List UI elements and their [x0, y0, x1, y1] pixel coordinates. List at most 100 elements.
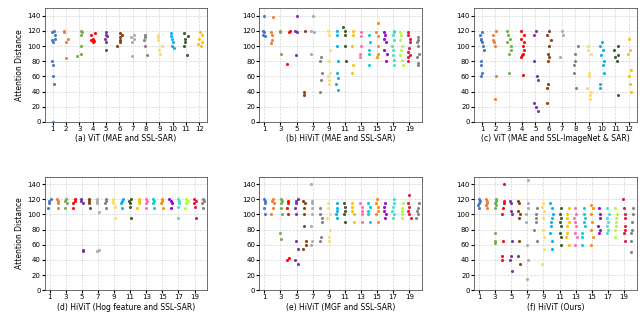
Point [506, 200, 516, 206]
Point [571, 223, 581, 228]
Point [110, 215, 120, 221]
Point [323, 215, 333, 221]
Point [397, 208, 407, 213]
Point [347, 204, 357, 210]
Point [300, 200, 310, 206]
Point [501, 28, 511, 33]
Point [598, 62, 608, 68]
Point [260, 34, 270, 39]
Point [141, 200, 151, 206]
Point [308, 30, 319, 35]
Point [182, 34, 193, 39]
Point [276, 212, 287, 217]
Point [519, 40, 529, 45]
Point [397, 212, 408, 217]
Point [403, 208, 413, 213]
Point [323, 74, 333, 79]
Point [168, 46, 179, 51]
Point [86, 37, 96, 43]
Point [357, 208, 367, 213]
Point [504, 70, 514, 75]
Point [127, 40, 138, 45]
Point [541, 100, 552, 106]
Point [365, 219, 376, 225]
Point [531, 104, 541, 110]
Point [628, 206, 639, 211]
Point [502, 40, 513, 45]
Point [546, 219, 556, 225]
Point [324, 47, 335, 52]
Point [166, 34, 176, 39]
Point [290, 206, 300, 211]
Point [324, 212, 335, 217]
Point [611, 219, 621, 225]
Point [372, 55, 382, 60]
Point [380, 208, 390, 213]
Point [379, 204, 389, 210]
Point [490, 231, 500, 236]
Point [543, 55, 554, 60]
Point [140, 37, 150, 43]
Point [538, 200, 548, 206]
Point [148, 200, 159, 206]
Point [397, 215, 408, 221]
Point [586, 202, 596, 207]
Point [365, 204, 376, 210]
Point [543, 59, 554, 64]
Point [112, 44, 122, 49]
Point [597, 40, 607, 45]
Point [373, 204, 383, 210]
Point [564, 242, 574, 247]
Point [584, 74, 594, 79]
Point [564, 219, 574, 225]
Point [340, 28, 350, 33]
Point [154, 47, 164, 52]
Point [285, 28, 295, 33]
Point [141, 198, 152, 203]
Y-axis label: Attention Distance: Attention Distance [15, 29, 24, 101]
Point [84, 198, 94, 203]
Point [315, 59, 325, 64]
Point [595, 227, 605, 232]
Point [306, 51, 316, 56]
Point [388, 52, 399, 58]
Point [275, 231, 285, 236]
Point [516, 55, 527, 60]
Point [389, 212, 399, 217]
X-axis label: (e) HiViT (MGF and SSL-SAR): (e) HiViT (MGF and SSL-SAR) [286, 302, 396, 312]
Point [558, 32, 568, 37]
Point [403, 55, 413, 60]
Point [412, 37, 422, 43]
Point [298, 198, 308, 203]
Point [482, 200, 492, 206]
Point [61, 197, 71, 202]
Point [166, 198, 176, 203]
Point [356, 44, 366, 49]
Point [101, 47, 111, 52]
Point [532, 206, 542, 211]
Point [355, 51, 365, 56]
Point [52, 200, 63, 206]
Point [490, 200, 500, 206]
Point [43, 206, 53, 211]
Point [413, 51, 424, 56]
Point [625, 238, 636, 244]
Point [513, 198, 523, 203]
Point [100, 200, 110, 206]
Point [268, 206, 278, 211]
Point [603, 227, 613, 232]
Point [307, 200, 317, 206]
Point [580, 223, 590, 228]
Point [365, 40, 375, 45]
Point [513, 254, 523, 259]
Point [46, 197, 56, 202]
Point [306, 28, 316, 33]
Point [166, 31, 176, 36]
Point [324, 81, 334, 87]
Point [332, 32, 342, 37]
Point [612, 93, 623, 98]
Point [570, 59, 580, 64]
Point [570, 51, 580, 56]
Point [260, 212, 270, 217]
Point [604, 212, 614, 217]
